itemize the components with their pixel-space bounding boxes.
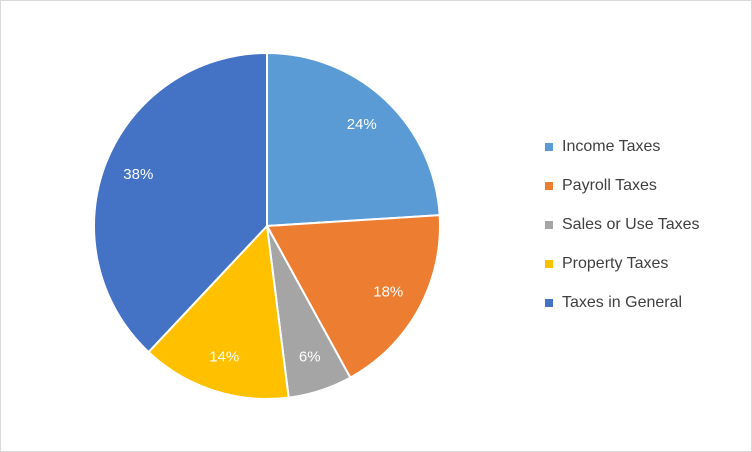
data-label: 24% <box>347 116 377 133</box>
pie-slice <box>92 51 268 354</box>
legend-swatch <box>545 260 553 268</box>
legend-swatch <box>545 182 553 190</box>
data-label: 18% <box>373 284 403 301</box>
legend-label: Taxes in General <box>562 294 682 311</box>
legend-swatch <box>545 143 553 151</box>
legend-swatch <box>545 299 553 307</box>
pie-slice <box>147 223 290 400</box>
data-label: 6% <box>299 349 321 366</box>
legend-label: Income Taxes <box>562 138 660 155</box>
legend-label: Payroll Taxes <box>562 177 657 194</box>
data-label: 38% <box>123 166 153 183</box>
pie-slice <box>266 51 441 228</box>
legend-swatch <box>545 221 553 229</box>
pie-slice <box>265 214 441 379</box>
data-label: 14% <box>209 349 239 366</box>
legend-label: Sales or Use Taxes <box>562 216 700 233</box>
legend-label: Property Taxes <box>562 255 668 272</box>
